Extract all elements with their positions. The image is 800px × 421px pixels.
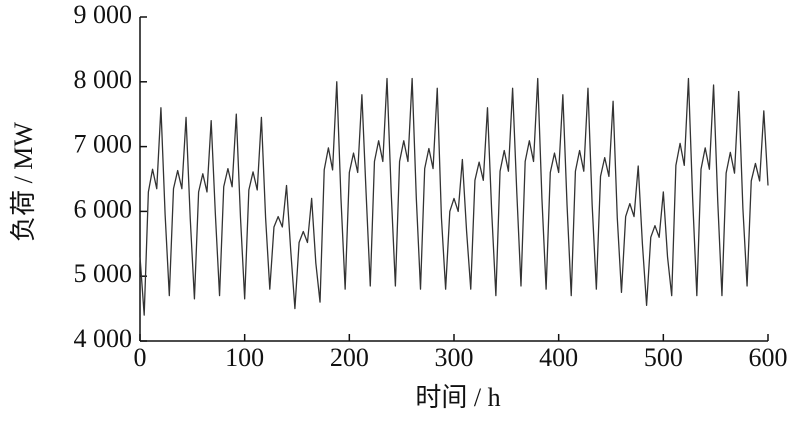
y-tick-label: 6 000: [74, 194, 133, 223]
y-axis-label: 负荷 / MW: [9, 122, 38, 242]
x-tick-label: 300: [435, 343, 474, 372]
y-tick-label: 4 000: [74, 324, 133, 353]
x-tick-label: 400: [539, 343, 578, 372]
y-tick-label: 9 000: [74, 0, 133, 29]
x-tick-label: 600: [749, 343, 788, 372]
x-tick-label: 0: [134, 343, 147, 372]
x-tick-label: 500: [644, 343, 683, 372]
x-tick-label: 100: [225, 343, 264, 372]
y-tick-label: 5 000: [74, 259, 133, 288]
data-line: [139, 77, 769, 316]
x-tick-label: 200: [330, 343, 369, 372]
x-axis-label: 时间 / h: [415, 383, 500, 412]
y-tick-label: 8 000: [74, 65, 133, 94]
y-tick-label: 7 000: [74, 130, 133, 159]
